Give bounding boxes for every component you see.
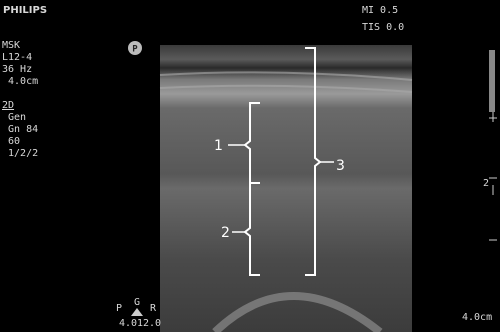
- param: MSK: [2, 40, 20, 51]
- grayscale-bar: [489, 50, 495, 112]
- ultrasound-image: [160, 45, 412, 332]
- orient-left: P: [116, 303, 122, 314]
- focus-marker: 2: [483, 178, 489, 189]
- annotation: 2: [221, 225, 230, 241]
- brand: PHILIPS: [3, 5, 47, 16]
- param: Gn 84: [2, 124, 38, 135]
- annotation: 3: [336, 158, 345, 174]
- param: L12-4: [2, 52, 32, 63]
- orient-val1: 4.0: [119, 318, 137, 329]
- probe-marker-bg: [128, 41, 142, 55]
- param: 36 Hz: [2, 64, 32, 75]
- orient-val2: 12.0: [137, 318, 161, 329]
- bone-echo: [212, 292, 383, 332]
- param: 1/2/2: [2, 148, 38, 159]
- scale-marks: [489, 112, 497, 241]
- orient-icon: [131, 308, 143, 316]
- probe-marker: P: [132, 45, 138, 55]
- orient-top: G: [134, 297, 140, 308]
- param: 60: [2, 136, 20, 147]
- param: 2D: [2, 100, 14, 111]
- annotation: 1: [214, 138, 223, 154]
- fascia-lines: [159, 71, 413, 93]
- depth: 4.0cm: [462, 312, 492, 323]
- tis: TIS 0.0: [362, 22, 404, 33]
- orient-right: R: [150, 303, 157, 314]
- param: 4.0cm: [2, 76, 38, 87]
- param: Gen: [2, 112, 26, 123]
- mi: MI 0.5: [362, 5, 398, 16]
